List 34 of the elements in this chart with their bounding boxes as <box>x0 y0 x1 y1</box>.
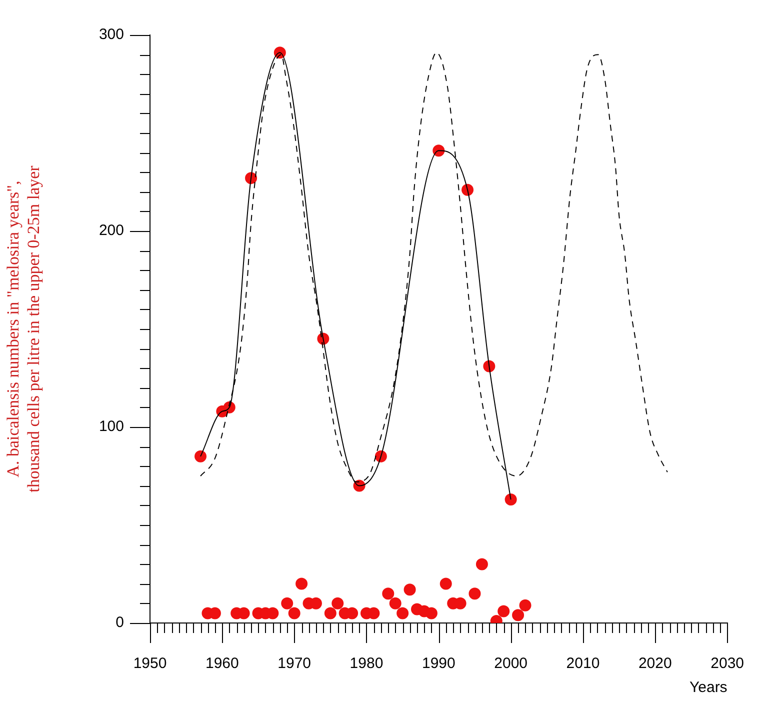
text: thousand cells per litre in the upper 0-25m layer <box>24 166 44 492</box>
x-tick-label: 1970 <box>278 655 312 672</box>
point <box>476 558 488 570</box>
x-tick-label: 1950 <box>133 655 167 672</box>
x-tick-label: 2030 <box>710 655 744 672</box>
y-tick-label: 300 <box>98 26 124 44</box>
point <box>425 607 438 620</box>
point <box>512 609 524 622</box>
point <box>468 588 481 600</box>
text: A. baicalensis numbers in "melosira years", <box>4 180 23 478</box>
point <box>504 494 517 506</box>
point <box>389 597 402 610</box>
x-tick-label: 2000 <box>494 655 528 672</box>
point <box>396 607 409 620</box>
y-tick-label: 100 <box>98 418 124 436</box>
y-tick-label: 200 <box>98 222 124 240</box>
point <box>296 578 308 590</box>
x-tick-label: 1990 <box>422 655 456 672</box>
point <box>281 597 294 610</box>
x-tick-label: 2020 <box>638 655 672 672</box>
point <box>498 605 510 618</box>
x-tick-label: 1960 <box>205 655 239 672</box>
point <box>288 607 300 620</box>
point <box>324 607 336 620</box>
x-tick-label: 2010 <box>566 655 600 672</box>
point <box>440 578 452 590</box>
point <box>519 599 532 612</box>
point <box>194 450 207 462</box>
y-tick-label: 0 <box>116 614 124 632</box>
x-axis-title: Years <box>690 679 728 696</box>
point <box>382 588 394 600</box>
point <box>332 597 344 610</box>
point <box>404 584 416 596</box>
x-tick-label: 1980 <box>350 655 384 672</box>
